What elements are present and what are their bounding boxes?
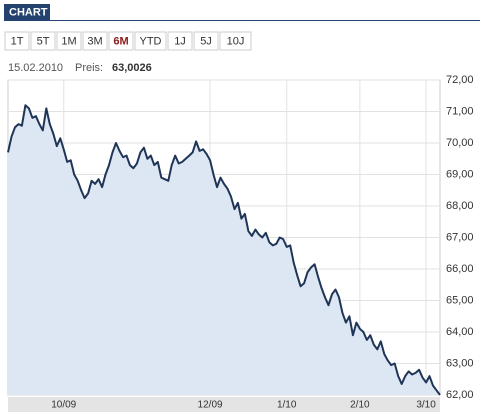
x-axis-strip: [8, 397, 440, 412]
price-line: [7, 104, 441, 396]
y-tick-label: 72,00: [446, 74, 474, 86]
y-tick-label: 70,00: [446, 137, 474, 149]
y-tick-label: 71,00: [446, 105, 474, 117]
y-tick-label: 66,00: [446, 263, 474, 275]
range-button-label[interactable]: 6M: [113, 35, 128, 47]
y-tick-label: 62,00: [446, 389, 474, 401]
range-button-label[interactable]: 3M: [87, 35, 102, 47]
x-tick-label: 3/10: [416, 400, 436, 411]
range-button[interactable]: [56, 31, 82, 51]
range-button[interactable]: [134, 31, 167, 51]
range-button-label[interactable]: 1M: [61, 35, 76, 47]
y-tick-label: 67,00: [446, 231, 474, 243]
y-tick-label: 65,00: [446, 294, 474, 306]
range-button-label[interactable]: 5J: [200, 35, 212, 47]
range-button[interactable]: [108, 31, 134, 51]
range-button[interactable]: [219, 31, 252, 51]
info-price-label: Preis:: [75, 62, 103, 74]
header-tab: [4, 4, 50, 20]
range-button[interactable]: [4, 31, 30, 51]
range-button[interactable]: [82, 31, 108, 51]
header-title: CHART: [9, 6, 48, 18]
x-tick-label: 1/10: [277, 400, 297, 411]
range-button-label[interactable]: 1T: [11, 35, 24, 47]
range-button-label[interactable]: YTD: [140, 35, 162, 47]
area-fill: [8, 105, 440, 395]
y-tick-label: 69,00: [446, 168, 474, 180]
x-tick-label: 2/10: [350, 400, 370, 411]
y-tick-label: 68,00: [446, 200, 474, 212]
range-button[interactable]: [193, 31, 219, 51]
y-tick-label: 64,00: [446, 326, 474, 338]
range-button-label[interactable]: 1J: [174, 35, 186, 47]
info-price: 63,0026: [112, 62, 152, 74]
y-tick-label: 63,00: [446, 357, 474, 369]
info-date: 15.02.2010: [8, 62, 63, 74]
range-button[interactable]: [30, 31, 56, 51]
range-button[interactable]: [167, 31, 193, 51]
range-button-label[interactable]: 10J: [227, 35, 245, 47]
range-button-label[interactable]: 5T: [37, 35, 50, 47]
x-tick-label: 12/09: [198, 400, 223, 411]
x-tick-label: 10/09: [51, 400, 76, 411]
